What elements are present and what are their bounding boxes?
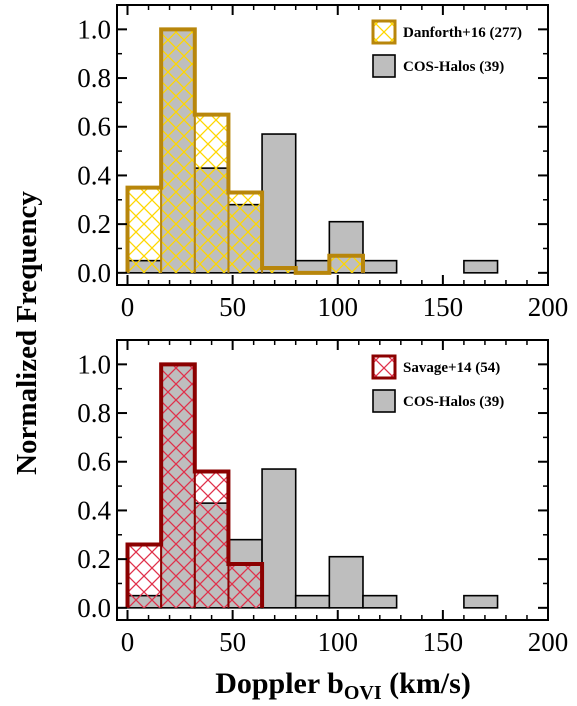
hatched-histogram-fill	[127, 29, 363, 273]
legend-label: Danforth+16 (277)	[403, 25, 522, 41]
hatched-histogram-outline	[125, 27, 365, 275]
bottom-panel: 0 50 100 150 200 0.0 0.2 0.4 0.6 0.8 1.0 Savage+14…	[77, 339, 569, 657]
bar-cos-halos	[294, 594, 331, 609]
legend-swatch-hatched	[371, 354, 397, 380]
bar-cos-halos	[362, 259, 398, 274]
bar-cos-halos	[463, 594, 499, 609]
top-plot-area: 0 50 100 150 200 0.0 0.2 0.4 0.6 0.8 1.0	[77, 4, 569, 322]
y-tick-label: 0.6	[77, 112, 111, 142]
top-legend: Danforth+16 (277) COS-Halos (39)	[371, 19, 522, 78]
bar-cos-halos	[463, 259, 499, 274]
x-axis-title-subscript: OVI	[344, 682, 382, 704]
legend-swatch-cos-halos	[372, 389, 396, 413]
y-axis-title: Normalized Frequency	[11, 191, 43, 475]
hatched-histogram-outline	[125, 362, 265, 608]
y-tick-label: 0.0	[77, 593, 111, 623]
y-tick-label: 0.2	[77, 209, 111, 239]
x-tick-label: 100	[318, 292, 359, 322]
y-tick-label: 0.4	[77, 160, 111, 190]
x-tick-label: 100	[318, 627, 359, 657]
y-tick-label: 0.6	[77, 447, 111, 477]
bottom-legend: Savage+14 (54) COS-Halos (39)	[371, 354, 504, 413]
y-tick-label: 0.8	[77, 63, 111, 93]
x-tick-label: 150	[423, 292, 464, 322]
bar-cos-halos	[261, 468, 297, 609]
x-axis-title-unit: (km/s)	[382, 667, 471, 700]
axes-frame	[116, 4, 549, 286]
bar-cos-halos	[362, 594, 398, 609]
x-tick-label: 200	[528, 627, 569, 657]
y-tick-label: 1.0	[77, 14, 111, 44]
y-tick-label: 1.0	[77, 349, 111, 379]
axes-frame	[116, 339, 549, 621]
y-tick-label: 0.8	[77, 398, 111, 428]
legend-label: COS-Halos (39)	[403, 394, 504, 410]
top-panel: 0 50 100 150 200 0.0 0.2 0.4 0.6 0.8 1.0 Danforth+…	[77, 4, 569, 322]
bottom-series-1	[125, 362, 265, 608]
x-tick-label: 150	[423, 627, 464, 657]
legend-swatch-hatched	[371, 19, 397, 45]
legend-swatch-cos-halos	[372, 54, 396, 78]
x-axis-title-main: Doppler b	[215, 667, 344, 700]
bar-cos-halos	[328, 555, 364, 609]
x-tick-label: 50	[219, 292, 246, 322]
legend-label: Savage+14 (54)	[403, 360, 500, 376]
x-tick-label: 200	[528, 292, 569, 322]
x-tick-label: 0	[121, 292, 135, 322]
y-tick-label: 0.0	[77, 258, 111, 288]
x-tick-label: 0	[121, 627, 135, 657]
x-axis-title: Doppler bOVI (km/s)	[215, 667, 471, 704]
bottom-plot-area: 0 50 100 150 200 0.0 0.2 0.4 0.6 0.8 1.0	[77, 339, 569, 657]
y-tick-label: 0.2	[77, 544, 111, 574]
y-tick-label: 0.4	[77, 495, 111, 525]
legend-label: COS-Halos (39)	[403, 59, 504, 75]
top-series-1	[125, 27, 365, 275]
x-tick-label: 50	[219, 627, 246, 657]
bar-cos-halos	[261, 133, 297, 274]
